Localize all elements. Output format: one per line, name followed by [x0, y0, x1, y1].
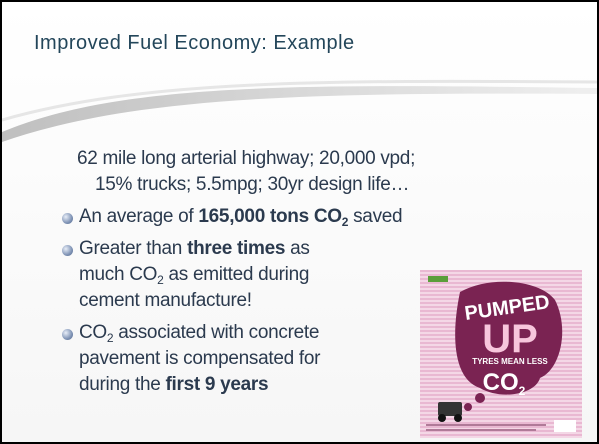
bullet-line: Greater than three times as	[79, 238, 310, 260]
poster-gas: CO2	[483, 369, 526, 398]
text: Greater than	[79, 238, 188, 259]
poster-blob	[455, 281, 563, 395]
text: An average of	[79, 206, 199, 227]
poster-wheel	[438, 414, 446, 422]
text: as emitted during	[163, 264, 310, 285]
poster-wheel	[454, 414, 462, 422]
poster-headline: UP	[482, 317, 538, 361]
bullet-line: much CO2 as emitted during	[79, 264, 309, 287]
poster-fineprint	[426, 424, 546, 426]
text: pavement is compensated for	[79, 348, 321, 369]
swoosh-band	[2, 86, 597, 142]
bullet-dot	[62, 329, 73, 340]
poster-logo	[554, 420, 576, 432]
intro-line: 15% trucks; 5.5mpg; 30yr design life…	[95, 174, 410, 195]
poster-fineprint	[426, 429, 536, 431]
poster-tag	[428, 276, 448, 282]
text: associated with concrete	[113, 322, 320, 343]
poster-bubble	[475, 393, 485, 403]
bold-text: three times	[187, 238, 286, 259]
swoosh-line	[2, 79, 597, 122]
poster-gas-sub: 2	[519, 384, 526, 398]
poster-gas-text: CO	[483, 369, 519, 396]
text: saved	[348, 206, 403, 227]
poster: PUMPED UP TYRES MEAN LESS CO2	[420, 270, 582, 438]
text: CO	[79, 322, 107, 343]
subscript: 2	[106, 331, 114, 345]
bullet-line: cement manufacture!	[79, 290, 252, 312]
bullet-dot	[62, 213, 73, 224]
bullet-line: pavement is compensated for	[79, 348, 320, 370]
bullet-dot	[62, 245, 73, 256]
poster-bubble	[464, 403, 472, 411]
subscript: 2	[157, 273, 164, 287]
bold-text: 165,000 tons CO	[198, 206, 342, 227]
bullet-line: An average of 165,000 tons CO2 saved	[79, 206, 403, 229]
subscript: 2	[341, 215, 349, 229]
bullet-line: during the first 9 years	[79, 374, 269, 396]
text: during the	[79, 374, 166, 395]
poster-car	[438, 402, 462, 416]
swoosh	[2, 79, 597, 142]
bold-text: first 9 years	[165, 374, 269, 395]
text: much CO	[79, 264, 158, 285]
poster-tagline: TYRES MEAN LESS	[472, 357, 548, 366]
text: as	[285, 238, 310, 259]
text: cement manufacture!	[79, 290, 252, 311]
intro-line: 62 mile long arterial highway; 20,000 vp…	[77, 148, 416, 169]
slide-title: Improved Fuel Economy: Example	[34, 32, 355, 54]
bullet-line: CO2 associated with concrete	[79, 322, 319, 345]
